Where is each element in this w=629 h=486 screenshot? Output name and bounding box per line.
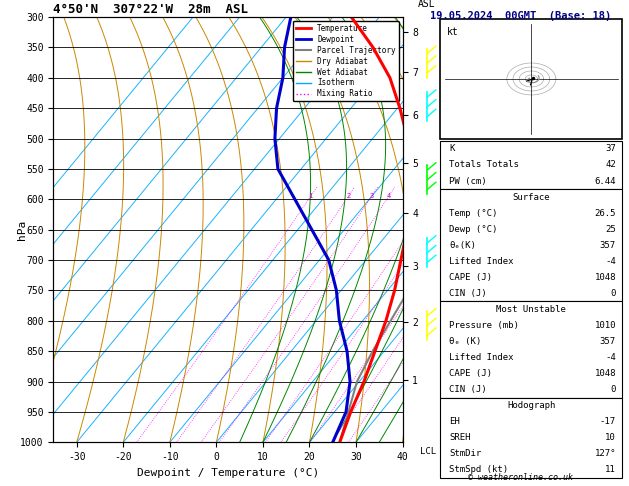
Text: Dewp (°C): Dewp (°C)	[449, 225, 498, 234]
Text: Totals Totals: Totals Totals	[449, 160, 519, 170]
Text: CAPE (J): CAPE (J)	[449, 369, 492, 378]
Text: 42: 42	[605, 160, 616, 170]
Text: hPa: hPa	[17, 220, 27, 240]
Text: EH: EH	[449, 417, 460, 426]
Text: -4: -4	[605, 353, 616, 362]
Text: kt: kt	[447, 27, 459, 37]
Text: Mixing Ratio (g/kg): Mixing Ratio (g/kg)	[457, 178, 467, 281]
Text: 4°50'N  307°22'W  28m  ASL: 4°50'N 307°22'W 28m ASL	[53, 3, 248, 16]
Text: 10: 10	[605, 433, 616, 442]
Text: θₑ(K): θₑ(K)	[449, 241, 476, 250]
Text: 1010: 1010	[594, 321, 616, 330]
Text: Temp (°C): Temp (°C)	[449, 208, 498, 218]
Text: 127°: 127°	[594, 449, 616, 458]
Text: 0: 0	[611, 289, 616, 298]
Bar	[440, 398, 623, 478]
Text: 3: 3	[369, 193, 374, 199]
Text: PW (cm): PW (cm)	[449, 176, 486, 186]
Text: 1048: 1048	[594, 273, 616, 282]
Text: 1048: 1048	[594, 369, 616, 378]
Bar	[440, 301, 623, 398]
Text: 4: 4	[387, 193, 391, 199]
Text: 1: 1	[308, 193, 313, 199]
Text: Most Unstable: Most Unstable	[496, 305, 566, 314]
Text: StmSpd (kt): StmSpd (kt)	[449, 465, 508, 474]
Bar	[440, 189, 623, 301]
Text: Lifted Index: Lifted Index	[449, 353, 513, 362]
Text: 2: 2	[346, 193, 350, 199]
Text: 25: 25	[605, 225, 616, 234]
Text: Lifted Index: Lifted Index	[449, 257, 513, 266]
Text: θₑ (K): θₑ (K)	[449, 337, 481, 346]
Text: -17: -17	[600, 417, 616, 426]
Text: StmDir: StmDir	[449, 449, 481, 458]
Text: Hodograph: Hodograph	[507, 401, 555, 410]
Text: Surface: Surface	[513, 192, 550, 202]
Text: 6.44: 6.44	[594, 176, 616, 186]
Text: km
ASL: km ASL	[418, 0, 436, 8]
Text: CAPE (J): CAPE (J)	[449, 273, 492, 282]
Text: -4: -4	[605, 257, 616, 266]
Text: LCL: LCL	[420, 447, 436, 455]
Text: © weatheronline.co.uk: © weatheronline.co.uk	[468, 473, 573, 482]
X-axis label: Dewpoint / Temperature (°C): Dewpoint / Temperature (°C)	[137, 468, 319, 478]
Text: K: K	[449, 144, 454, 154]
Text: 37: 37	[605, 144, 616, 154]
Text: CIN (J): CIN (J)	[449, 289, 486, 298]
Text: 26.5: 26.5	[594, 208, 616, 218]
Text: 357: 357	[600, 337, 616, 346]
Bar	[440, 19, 623, 139]
Text: CIN (J): CIN (J)	[449, 385, 486, 394]
Text: 11: 11	[605, 465, 616, 474]
Text: 0: 0	[611, 385, 616, 394]
Text: Pressure (mb): Pressure (mb)	[449, 321, 519, 330]
Text: 19.05.2024  00GMT  (Base: 18): 19.05.2024 00GMT (Base: 18)	[430, 11, 611, 21]
Text: SREH: SREH	[449, 433, 470, 442]
Legend: Temperature, Dewpoint, Parcel Trajectory, Dry Adiabat, Wet Adiabat, Isotherm, Mi: Temperature, Dewpoint, Parcel Trajectory…	[292, 21, 399, 102]
Bar	[440, 141, 623, 189]
Text: 357: 357	[600, 241, 616, 250]
